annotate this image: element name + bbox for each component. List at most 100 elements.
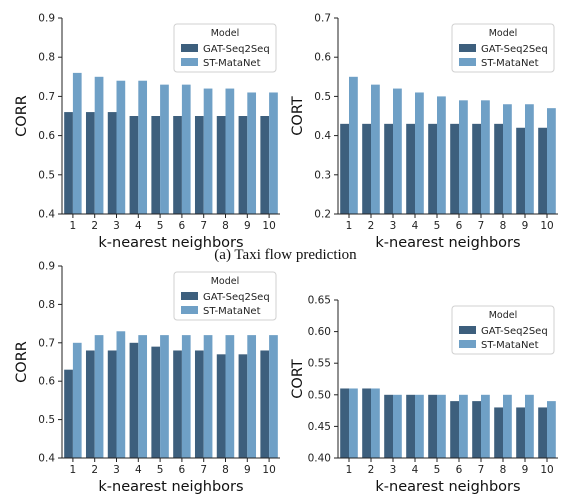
x-tick-label: 1: [70, 220, 77, 232]
y-tick-label: 0.3: [314, 169, 331, 181]
legend-swatch-1: [459, 44, 476, 52]
x-tick-label: 9: [244, 464, 251, 476]
x-tick-label: 2: [91, 464, 98, 476]
chart-panel-3: 0.4 0.5 0.6 0.7 0.8 0.9 1 2 3 4 5 6 7 8 9 10 k-nearest n…: [14, 261, 280, 495]
y-axis-label: CORR: [14, 95, 30, 137]
y-tick-label: 0.6: [38, 130, 55, 142]
bar-1-10: [260, 350, 270, 458]
x-tick-label: 7: [200, 220, 207, 232]
legend-box: [173, 271, 277, 321]
x-tick-label: 8: [222, 464, 229, 476]
bar-2-1: [349, 388, 358, 458]
y-tick-label: 0.8: [38, 299, 55, 311]
legend-entry-2: ST-MataNet: [203, 58, 261, 69]
legend-entry-2: ST-MataNet: [481, 58, 539, 69]
x-tick-label: 3: [390, 220, 397, 232]
x-tick-label: 10: [540, 464, 553, 476]
bar-1-2: [362, 388, 371, 458]
bar-1-5: [428, 123, 437, 214]
bar-2-10: [269, 92, 278, 214]
x-tick-label: 7: [478, 464, 485, 476]
x-tick-label: 7: [200, 464, 207, 476]
legend: Model GAT-Seq2Seq ST-MataNet: [173, 271, 277, 321]
bar-2-7: [203, 335, 213, 458]
bar-1-7: [472, 401, 481, 458]
bar-1-10: [260, 116, 270, 214]
bar-1-5: [151, 346, 161, 458]
bar-2-3: [116, 80, 126, 214]
y-tick-label: 0.9: [38, 13, 55, 25]
x-tick-label: 8: [222, 220, 229, 232]
bar-2-7: [481, 394, 490, 458]
y-tick-label: 0.40: [308, 453, 331, 465]
bar-2-2: [94, 76, 104, 214]
bar-1-10: [538, 407, 547, 458]
x-tick-label: 4: [135, 220, 142, 232]
bar-2-6: [181, 84, 191, 214]
bar-1-3: [384, 394, 393, 458]
bar-1-8: [494, 407, 503, 458]
y-tick-label: 0.4: [314, 130, 331, 142]
x-tick-label: 9: [522, 464, 529, 476]
legend: Model GAT-Seq2Seq ST-MataNet: [173, 23, 277, 73]
bar-1-1: [340, 123, 349, 214]
y-tick-label: 0.5: [38, 169, 55, 181]
bar-1-6: [173, 116, 182, 214]
x-tick-label: 10: [262, 220, 275, 232]
x-tick-label: 9: [244, 220, 251, 232]
bar-2-9: [247, 92, 257, 214]
legend-box: [451, 23, 555, 73]
bar-1-1: [340, 388, 349, 458]
x-tick-label: 5: [157, 220, 164, 232]
x-tick-label: 3: [113, 464, 120, 476]
bar-2-2: [371, 388, 380, 458]
legend-swatch-1: [181, 44, 198, 52]
y-tick-label: 0.5: [38, 414, 55, 426]
bar-2-5: [160, 335, 169, 458]
x-tick-label: 6: [456, 220, 463, 232]
x-axis-label: k-nearest neighbors: [98, 235, 243, 251]
bar-2-8: [503, 104, 512, 214]
y-tick-label: 0.7: [314, 13, 331, 25]
bar-2-7: [203, 88, 213, 214]
bar-1-10: [538, 127, 547, 214]
x-tick-label: 10: [540, 220, 553, 232]
y-tick-label: 0.6: [38, 376, 55, 388]
bar-2-8: [225, 88, 235, 214]
bar-1-3: [107, 350, 117, 458]
y-tick-label: 0.8: [38, 52, 55, 64]
legend-title: Model: [489, 28, 518, 39]
x-tick-label: 1: [346, 220, 353, 232]
bar-2-1: [72, 342, 82, 458]
y-tick-label: 0.60: [308, 326, 331, 338]
x-tick-label: 1: [70, 464, 77, 476]
bar-1-9: [516, 407, 525, 458]
chart-panel-4: 0.40 0.45 0.50 0.55 0.60 0.65 1 2 3 4 5 6 7 8 9 10 k-nea…: [290, 295, 558, 495]
bar-1-4: [129, 342, 139, 458]
bar-1-5: [151, 116, 161, 214]
bar-1-8: [216, 116, 226, 214]
bar-1-2: [85, 112, 95, 214]
x-tick-label: 1: [346, 464, 353, 476]
y-tick-label: 0.55: [308, 358, 331, 370]
y-tick-label: 0.50: [308, 389, 331, 401]
y-tick-label: 0.4: [38, 209, 55, 221]
x-tick-label: 6: [179, 464, 186, 476]
bar-1-1: [64, 369, 73, 458]
x-tick-label: 2: [368, 464, 375, 476]
bar-2-5: [160, 84, 169, 214]
x-tick-label: 9: [522, 220, 529, 232]
legend-swatch-2: [459, 58, 476, 66]
bar-1-4: [406, 123, 415, 214]
legend-box: [173, 23, 277, 73]
y-tick-label: 0.7: [38, 91, 55, 103]
legend-entry-1: GAT-Seq2Seq: [481, 326, 548, 337]
bar-1-9: [238, 354, 248, 458]
bar-1-2: [362, 123, 371, 214]
bar-2-10: [547, 401, 556, 458]
bar-1-1: [64, 112, 73, 214]
x-tick-label: 7: [478, 220, 485, 232]
x-tick-label: 3: [390, 464, 397, 476]
y-tick-label: 0.5: [314, 91, 331, 103]
